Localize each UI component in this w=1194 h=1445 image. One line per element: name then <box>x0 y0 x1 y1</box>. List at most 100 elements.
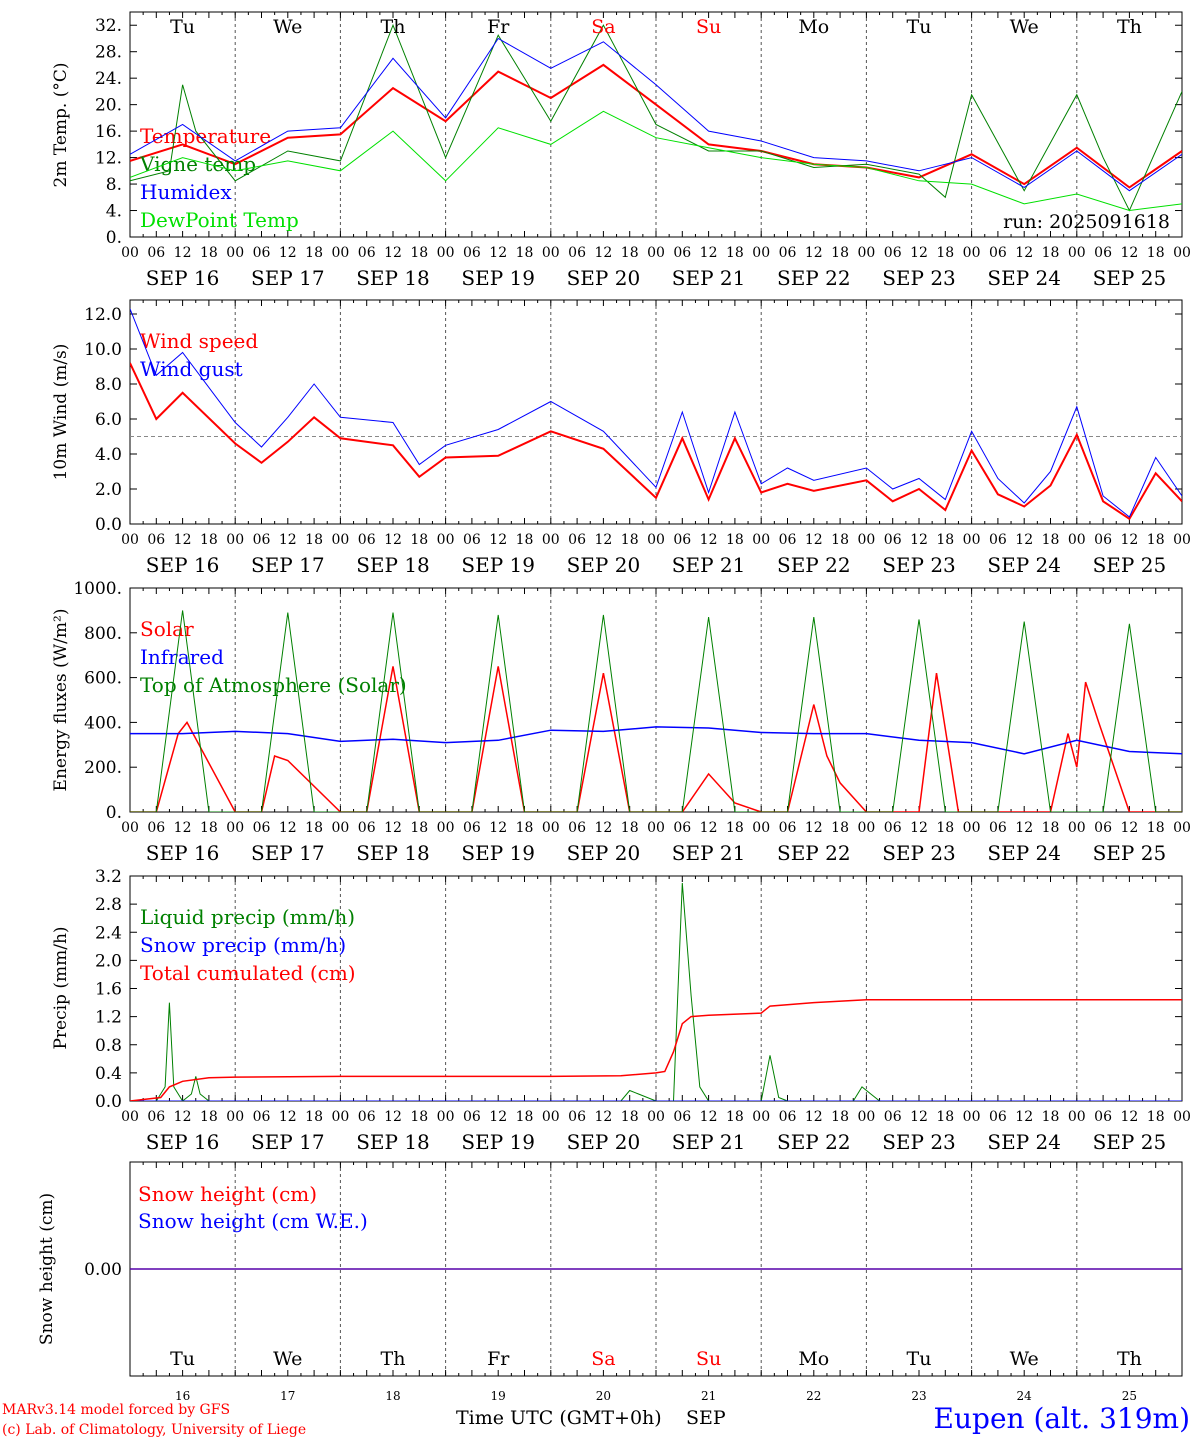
date-label: SEP 24 <box>987 841 1061 865</box>
x-tick-label: 12 <box>805 1109 823 1125</box>
date-label: SEP 22 <box>777 841 851 865</box>
y-tick-label: 2.0 <box>95 480 122 500</box>
y-tick-label: 4. <box>106 202 122 222</box>
y-tick-label: 6.0 <box>95 410 122 430</box>
day-name-bottom: Th <box>381 1348 406 1370</box>
x-tick-label: 00 <box>752 820 770 836</box>
y-tick-label: 1000. <box>73 579 122 599</box>
x-tick-label: 18 <box>1147 245 1165 261</box>
x-tick-label: 06 <box>147 532 165 548</box>
date-label: SEP 16 <box>146 553 220 577</box>
x-tick-label: 06 <box>1094 1109 1112 1125</box>
x-tick-label: 18 <box>936 532 954 548</box>
x-tick-label: 00 <box>647 1109 665 1125</box>
x-tick-label: 18 <box>831 820 849 836</box>
x-tick-label: 00 <box>1173 1109 1191 1125</box>
x-tick-label: 12 <box>594 245 612 261</box>
y-axis-label: 10m Wind (m/s) <box>51 344 71 481</box>
x-tick-label: 00 <box>542 1109 560 1125</box>
x-tick-label: 00 <box>857 532 875 548</box>
x-tick-label: 06 <box>463 532 481 548</box>
date-label: SEP 21 <box>672 1130 746 1154</box>
y-tick-label: 1.6 <box>95 980 122 1000</box>
x-tick-label: 18 <box>305 1109 323 1125</box>
date-label: SEP 25 <box>1093 266 1167 290</box>
x-tick-label: 06 <box>147 820 165 836</box>
x-tick-label: 18 <box>516 532 534 548</box>
x-tick-label: 18 <box>1042 245 1060 261</box>
y-axis-label: 2m Temp. (°C) <box>51 62 71 187</box>
day-number: 24 <box>1017 1389 1033 1403</box>
x-tick-label: 12 <box>594 532 612 548</box>
x-tick-label: 12 <box>384 245 402 261</box>
x-tick-label: 06 <box>989 1109 1007 1125</box>
x-tick-label: 18 <box>200 245 218 261</box>
x-tick-label: 00 <box>542 532 560 548</box>
x-tick-label: 06 <box>1094 245 1112 261</box>
date-label: SEP 16 <box>146 841 220 865</box>
x-tick-label: 12 <box>700 245 718 261</box>
y-tick-label: 0.8 <box>95 1036 122 1056</box>
x-tick-label: 00 <box>331 532 349 548</box>
x-tick-label: 00 <box>121 245 139 261</box>
x-tick-label: 06 <box>253 1109 271 1125</box>
x-tick-label: 18 <box>621 1109 639 1125</box>
day-name-top: We <box>273 16 302 38</box>
date-label: SEP 25 <box>1093 841 1167 865</box>
date-label: SEP 22 <box>777 266 851 290</box>
x-tick-label: 12 <box>279 245 297 261</box>
x-tick-label: 12 <box>489 820 507 836</box>
legend-entry: Humidex <box>140 180 232 204</box>
x-tick-label: 12 <box>489 1109 507 1125</box>
y-tick-label: 28. <box>95 43 122 63</box>
x-tick-label: 00 <box>331 245 349 261</box>
y-axis-label: Snow height (cm) <box>37 1193 57 1345</box>
legend-entry: Infrared <box>140 645 224 669</box>
x-tick-label: 06 <box>884 820 902 836</box>
x-tick-label: 18 <box>305 245 323 261</box>
x-tick-label: 18 <box>936 1109 954 1125</box>
day-number: 20 <box>596 1389 611 1403</box>
y-tick-label: 24. <box>95 69 122 89</box>
day-number: 18 <box>385 1389 400 1403</box>
x-tick-label: 18 <box>410 532 428 548</box>
x-tick-label: 12 <box>805 245 823 261</box>
legend-entry: Top of Atmosphere (Solar) <box>140 673 407 697</box>
footer-credit-1: MARv3.14 model forced by GFS <box>2 1402 230 1418</box>
legend-entry: Snow height (cm) <box>138 1182 317 1206</box>
day-name-top: Tu <box>170 16 195 38</box>
x-tick-label: 12 <box>910 820 928 836</box>
footer-credit-2: (c) Lab. of Climatology, University of L… <box>2 1422 306 1438</box>
run-label: run: 2025091618 <box>1003 211 1170 233</box>
x-tick-label: 00 <box>226 532 244 548</box>
x-tick-label: 00 <box>437 532 455 548</box>
y-tick-label: 32. <box>95 16 122 36</box>
x-tick-label: 18 <box>726 245 744 261</box>
x-tick-label: 12 <box>700 820 718 836</box>
x-tick-label: 06 <box>147 245 165 261</box>
x-tick-label: 12 <box>279 532 297 548</box>
x-tick-label: 18 <box>410 820 428 836</box>
x-tick-label: 18 <box>410 245 428 261</box>
x-tick-label: 00 <box>121 820 139 836</box>
x-tick-label: 06 <box>358 532 376 548</box>
day-name-bottom: We <box>1010 1348 1039 1370</box>
x-tick-label: 06 <box>358 245 376 261</box>
x-tick-label: 00 <box>647 820 665 836</box>
x-tick-label: 00 <box>437 820 455 836</box>
date-label: SEP 17 <box>251 553 325 577</box>
x-tick-label: 00 <box>752 1109 770 1125</box>
x-tick-label: 06 <box>463 1109 481 1125</box>
date-label: SEP 17 <box>251 841 325 865</box>
x-tick-label: 18 <box>200 1109 218 1125</box>
x-tick-label: 18 <box>831 1109 849 1125</box>
x-tick-label: 00 <box>1173 532 1191 548</box>
x-tick-label: 00 <box>963 820 981 836</box>
y-tick-label: 8. <box>106 175 122 195</box>
y-tick-label: 10.0 <box>84 340 122 360</box>
plot-frame <box>130 300 1182 524</box>
y-tick-label: 0.0 <box>95 1092 122 1112</box>
date-label: SEP 25 <box>1093 1130 1167 1154</box>
